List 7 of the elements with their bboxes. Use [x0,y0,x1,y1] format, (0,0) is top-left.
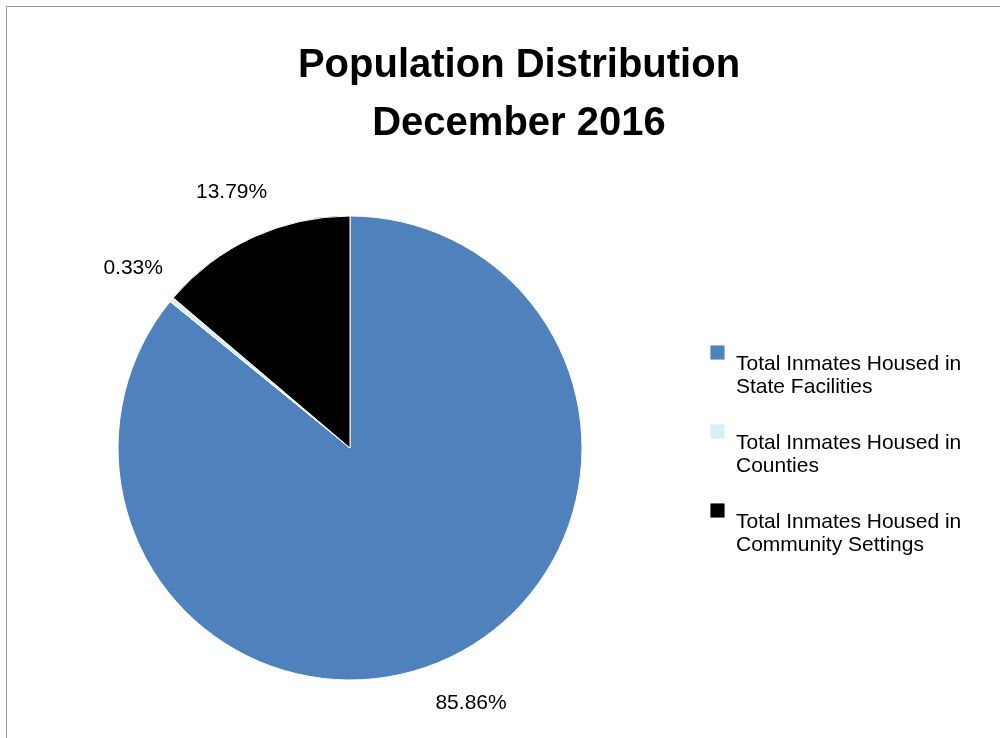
legend-label: Total Inmates Housed in State Facilities [736,350,962,397]
chart-title: Population Distribution December 2016 [297,41,741,143]
data-label: 0.33% [103,254,163,278]
legend-label: Total Inmates Housed in Community Settings [736,508,962,555]
data-label: 85.86% [435,689,507,713]
data-label: 13.79% [195,179,268,203]
legend-label: Total Inmates Housed in Counties [736,429,962,476]
